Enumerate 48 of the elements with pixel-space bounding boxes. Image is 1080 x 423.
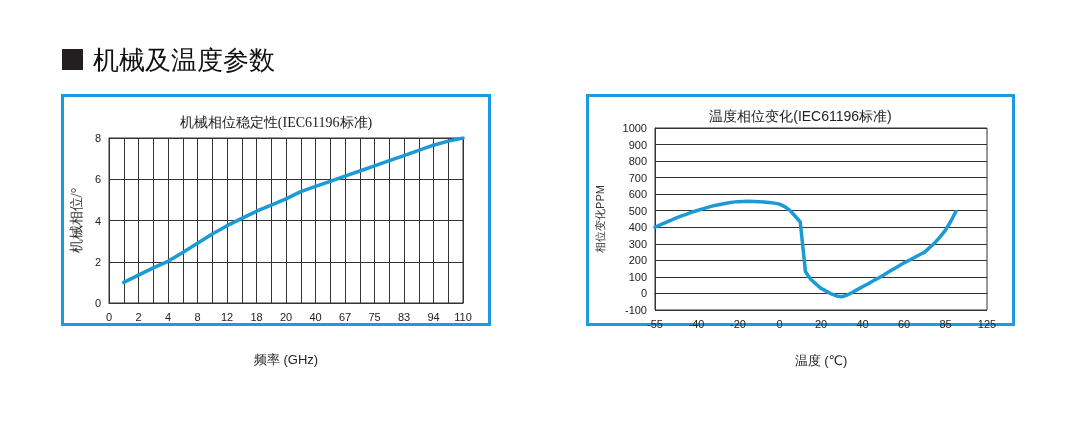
x-tick-label: 20 bbox=[814, 317, 828, 330]
x-tick-label: 83 bbox=[397, 310, 411, 323]
y-tick-label: 200 bbox=[628, 254, 647, 267]
x-tick-label: 60 bbox=[897, 317, 911, 330]
x-tick-label: 40 bbox=[309, 310, 322, 323]
x-tick-label: -40 bbox=[688, 317, 705, 330]
y-tick-label: 0 bbox=[640, 287, 647, 300]
x-tick-label: -55 bbox=[647, 317, 663, 330]
line-series bbox=[122, 136, 465, 285]
x-tick-label: 125 bbox=[977, 317, 997, 330]
x-tick-label: 75 bbox=[368, 310, 381, 323]
y-tick-label: 1000 bbox=[622, 122, 647, 134]
x-tick-label: 18 bbox=[250, 310, 263, 323]
chart-title: 机械相位稳定性(IEC61196标准) bbox=[179, 114, 373, 131]
x-axis-title: 频率 (GHz) bbox=[253, 352, 319, 367]
y-tick-label: 2 bbox=[94, 255, 101, 268]
x-tick-label: 94 bbox=[427, 310, 440, 323]
y-tick-label: 300 bbox=[628, 237, 647, 250]
x-tick-label: 85 bbox=[939, 317, 952, 330]
y-tick-label: 100 bbox=[628, 270, 647, 283]
x-tick-label: 40 bbox=[856, 317, 869, 330]
x-tick-label: 110 bbox=[454, 310, 472, 323]
y-tick-label: -100 bbox=[624, 304, 647, 316]
x-tick-label: 20 bbox=[279, 310, 293, 323]
x-tick-label: 0 bbox=[105, 310, 113, 323]
y-tick-label: 700 bbox=[628, 171, 647, 184]
y-tick-label: 800 bbox=[628, 155, 647, 168]
y-tick-label: 4 bbox=[94, 214, 101, 227]
y-tick-label: 6 bbox=[94, 173, 101, 186]
y-tick-label: 500 bbox=[628, 204, 647, 217]
x-tick-label: 0 bbox=[776, 317, 783, 330]
y-axis-title: 相位变化PPM bbox=[593, 185, 606, 253]
y-tick-label: 8 bbox=[94, 132, 101, 144]
x-tick-label: 67 bbox=[338, 310, 352, 323]
x-tick-label: 8 bbox=[194, 310, 201, 323]
chart-title: 温度相位变化(IEC61196标准) bbox=[709, 108, 892, 124]
y-axis-title: 机械相位/° bbox=[68, 187, 84, 254]
x-tick-label: 4 bbox=[164, 310, 172, 323]
y-tick-label: 400 bbox=[628, 221, 647, 234]
line-series bbox=[653, 199, 958, 299]
y-tick-label: 900 bbox=[628, 138, 647, 151]
x-tick-label: -20 bbox=[730, 317, 746, 330]
y-tick-label: 0 bbox=[94, 297, 101, 309]
y-tick-label: 600 bbox=[628, 188, 647, 201]
text: 机械及温度参数 bbox=[93, 44, 275, 76]
x-tick-label: 12 bbox=[220, 310, 234, 323]
x-axis-title: 温度 (℃) bbox=[794, 353, 848, 368]
x-tick-label: 2 bbox=[135, 310, 142, 323]
